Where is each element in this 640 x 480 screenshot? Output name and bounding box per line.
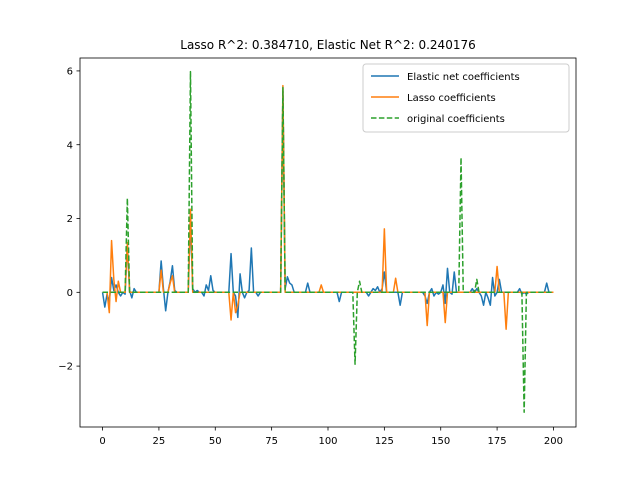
legend: Elastic net coefficients Lasso coefficien… xyxy=(362,63,570,133)
legend-box xyxy=(362,63,570,133)
x-tick-label: 100 xyxy=(318,436,337,447)
x-tick-label: 200 xyxy=(544,436,563,447)
chart-title: Lasso R^2: 0.384710, Elastic Net R^2: 0.… xyxy=(180,38,475,52)
x-tick-label: 0 xyxy=(99,436,105,447)
x-tick-label: 175 xyxy=(488,436,507,447)
x-tick-label: 25 xyxy=(153,436,166,447)
y-tick-label: 4 xyxy=(67,140,73,151)
x-tick-label: 75 xyxy=(265,436,278,447)
legend-label: Elastic net coefficients xyxy=(407,72,520,83)
y-tick-label: 0 xyxy=(67,288,73,299)
x-tick-label: 125 xyxy=(375,436,394,447)
series-line-original-coefficients xyxy=(102,70,554,413)
y-tick-label: 2 xyxy=(67,214,73,225)
axes: 0 25 50 75 100 125 150 175 200 −2 0 2 4 6 xyxy=(58,57,577,447)
y-tick-label: −2 xyxy=(58,362,73,373)
x-tick-label: 150 xyxy=(431,436,450,447)
y-tick-label: 6 xyxy=(67,67,73,78)
plot-area xyxy=(101,70,554,413)
legend-label: Lasso coefficients xyxy=(407,93,496,104)
legend-label: original coefficients xyxy=(407,114,505,125)
x-tick-label: 50 xyxy=(209,436,222,447)
